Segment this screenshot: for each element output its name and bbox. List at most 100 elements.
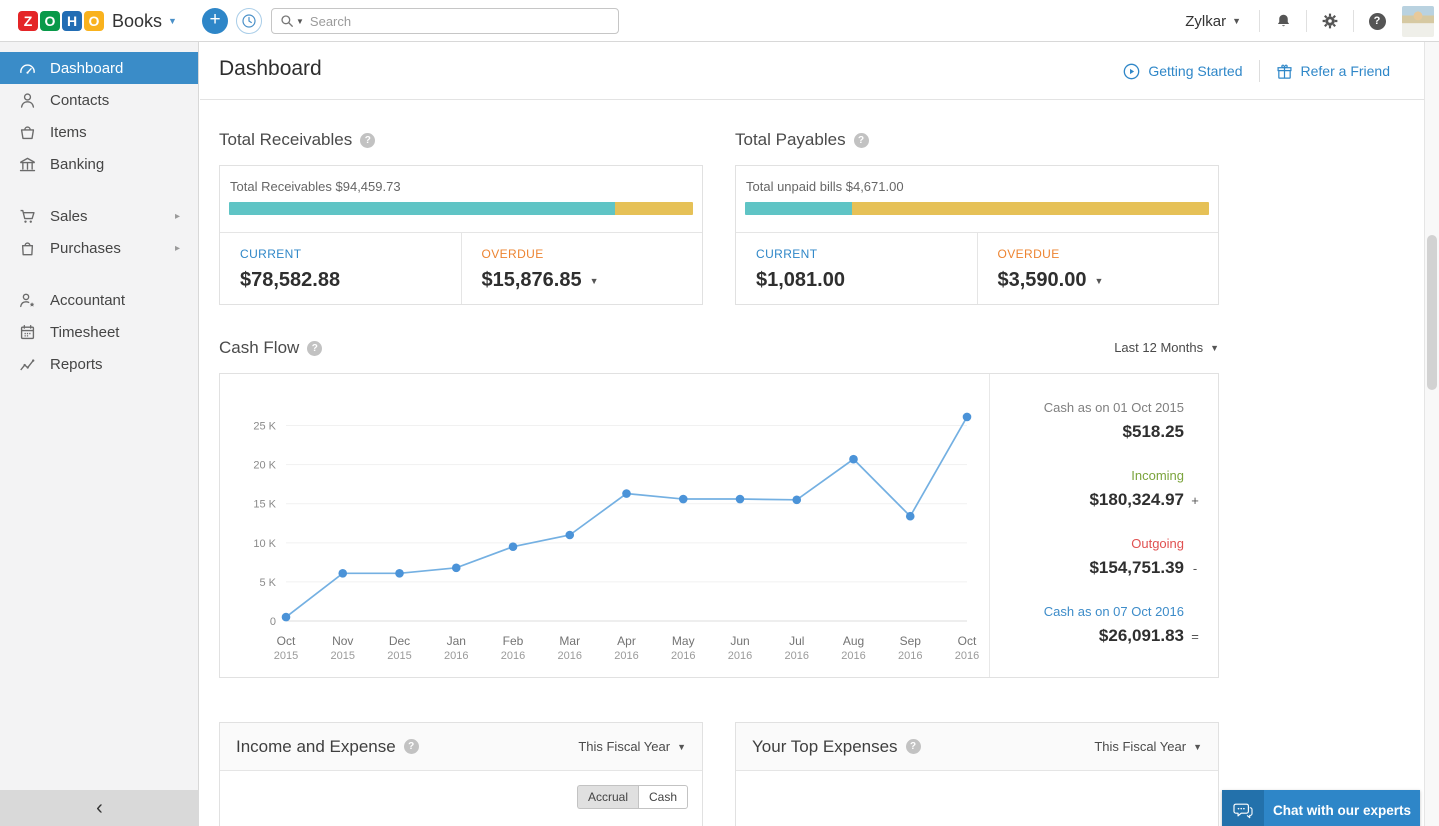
receivables-progress-bar [229,202,693,215]
svg-text:May: May [672,634,695,648]
svg-text:2016: 2016 [671,650,695,662]
cash-flow-title: Cash Flow ? [219,338,323,358]
svg-text:Jan: Jan [447,634,466,648]
sidebar-item-label: Accountant [50,291,126,309]
receivables-overdue-col: OVERDUE $15,876.85 ▼ [460,233,703,304]
receivables-overdue-bar [615,202,693,215]
top-expenses-period-select[interactable]: This Fiscal Year ▼ [1094,739,1202,754]
topbar-right-cluster: Zylkar ▼ [1167,0,1439,42]
svg-text:15 K: 15 K [253,499,276,511]
plus-sign: + [1191,492,1199,508]
svg-text:2016: 2016 [898,650,922,662]
quick-create-button[interactable]: + [202,8,228,34]
scrollbar-thumb[interactable] [1427,235,1437,390]
overdue-label: OVERDUE [481,247,544,261]
svg-text:Oct: Oct [958,634,977,648]
page-header: Dashboard Getting Started [200,42,1424,100]
sidebar-item-accountant[interactable]: Accountant [0,284,198,316]
zoho-logo-tiles: Z O H O [18,11,104,31]
sales-icon [20,209,35,223]
receivables-overdue-amount: $15,876.85 [481,269,582,291]
payables-summary: Total unpaid bills $4,671.00 [746,179,904,194]
cash-flow-line-chart: 0 5 K 10 K 15 K 20 K 25 K Oct 2015 Nov 2015 Dec 201… [220,374,989,677]
zoho-books-logo[interactable]: Z O H O Books ▼ [18,0,177,42]
svg-text:Mar: Mar [559,634,580,648]
sidebar-item-sales[interactable]: Sales ▸ [0,200,198,232]
sidebar-item-contacts[interactable]: Contacts [0,84,198,116]
minus-sign: - [1192,560,1198,576]
svg-text:2016: 2016 [444,650,468,662]
overdue-breakdown-caret-icon[interactable]: ▼ [1094,275,1104,286]
user-avatar[interactable] [1402,5,1434,37]
play-circle-icon [1124,63,1140,79]
help-button[interactable]: ? [1354,0,1400,42]
help-icon: ? [1368,12,1386,30]
sidebar-item-label: Timesheet [50,323,120,341]
sidebar-group-gap [0,180,198,200]
notifications-button[interactable] [1260,0,1306,42]
payables-overdue-bar [852,202,1209,215]
svg-text:2015: 2015 [331,650,355,662]
product-switcher-caret-icon[interactable]: ▼ [168,16,177,26]
payables-overdue-amount: $3,590.00 [997,269,1087,291]
sidebar-item-purchases[interactable]: Purchases ▸ [0,232,198,264]
getting-started-link[interactable]: Getting Started [1107,63,1258,80]
global-search-input[interactable]: ▼ Search [271,8,619,34]
total-receivables-card: Total Receivables $94,459.73 CURRENT $78… [219,165,703,305]
closing-balance-label: Cash as on 07 Oct 2016 [1043,604,1184,619]
overdue-breakdown-caret-icon[interactable]: ▼ [589,275,599,286]
amount-text: $78,582.88 [240,269,341,291]
sidebar-item-reports[interactable]: Reports [0,348,198,380]
income-expense-body: Accrual Cash 120 K [220,771,702,826]
period-caret-icon: ▼ [1210,342,1219,353]
logo-letter-h: H [62,11,82,31]
receivables-current-bar [229,202,616,215]
closing-balance-amount: $26,091.83 [1098,626,1184,645]
help-tooltip-icon[interactable]: ? [905,739,921,754]
svg-text:2015: 2015 [387,650,411,662]
logo-letter-z: Z [18,11,38,31]
chat-with-experts-button[interactable]: Chat with our experts [1222,790,1420,826]
search-scope-caret-icon[interactable]: ▼ [296,16,304,26]
svg-text:Apr: Apr [617,634,636,648]
org-switcher[interactable]: Zylkar ▼ [1167,13,1259,30]
sidebar-item-dashboard[interactable]: Dashboard [0,52,198,84]
sidebar: Dashboard Contacts Items [0,42,199,826]
org-name: Zylkar [1185,12,1227,30]
sidebar-collapse-button[interactable]: ‹ [0,790,199,826]
gift-icon [1276,64,1292,79]
getting-started-label: Getting Started [1148,63,1243,79]
cash-toggle-button[interactable]: Cash [637,785,688,809]
equals-sign: = [1191,628,1199,644]
help-tooltip-icon[interactable]: ? [403,739,419,754]
sidebar-item-items[interactable]: Items [0,116,198,148]
period-label: Last 12 Months [1114,340,1204,355]
help-tooltip-icon[interactable]: ? [360,132,376,148]
help-tooltip-icon[interactable]: ? [307,340,323,356]
sidebar-item-timesheet[interactable]: Timesheet [0,316,198,348]
period-caret-icon: ▼ [677,741,686,752]
refer-a-friend-link[interactable]: Refer a Friend [1260,63,1406,80]
settings-button[interactable] [1307,0,1353,42]
recent-history-button[interactable] [236,8,262,34]
incoming-amount: $180,324.97 [1089,490,1184,509]
svg-text:Nov: Nov [332,634,353,648]
refer-a-friend-label: Refer a Friend [1300,63,1390,79]
logo-letter-o1: O [40,11,60,31]
opening-balance-amount: $518.25 [1122,422,1184,441]
sidebar-item-banking[interactable]: Banking [0,148,198,180]
cash-flow-period-select[interactable]: Last 12 Months ▼ [1114,340,1219,355]
vertical-scrollbar[interactable] [1424,42,1439,826]
outgoing-label: Outgoing [1131,536,1184,551]
svg-text:Jun: Jun [730,634,749,648]
top-expenses-title: Your Top Expenses [752,736,898,756]
accrual-toggle-button[interactable]: Accrual [576,785,638,809]
help-tooltip-icon[interactable]: ? [853,132,869,148]
accountant-icon [20,293,35,307]
income-expense-period-select[interactable]: This Fiscal Year ▼ [578,739,686,754]
svg-text:2016: 2016 [955,650,979,662]
svg-text:2016: 2016 [728,650,752,662]
total-payables-title: Total Payables ? [735,130,869,150]
incoming-label: Incoming [1131,468,1184,483]
svg-text:Feb: Feb [503,634,524,648]
